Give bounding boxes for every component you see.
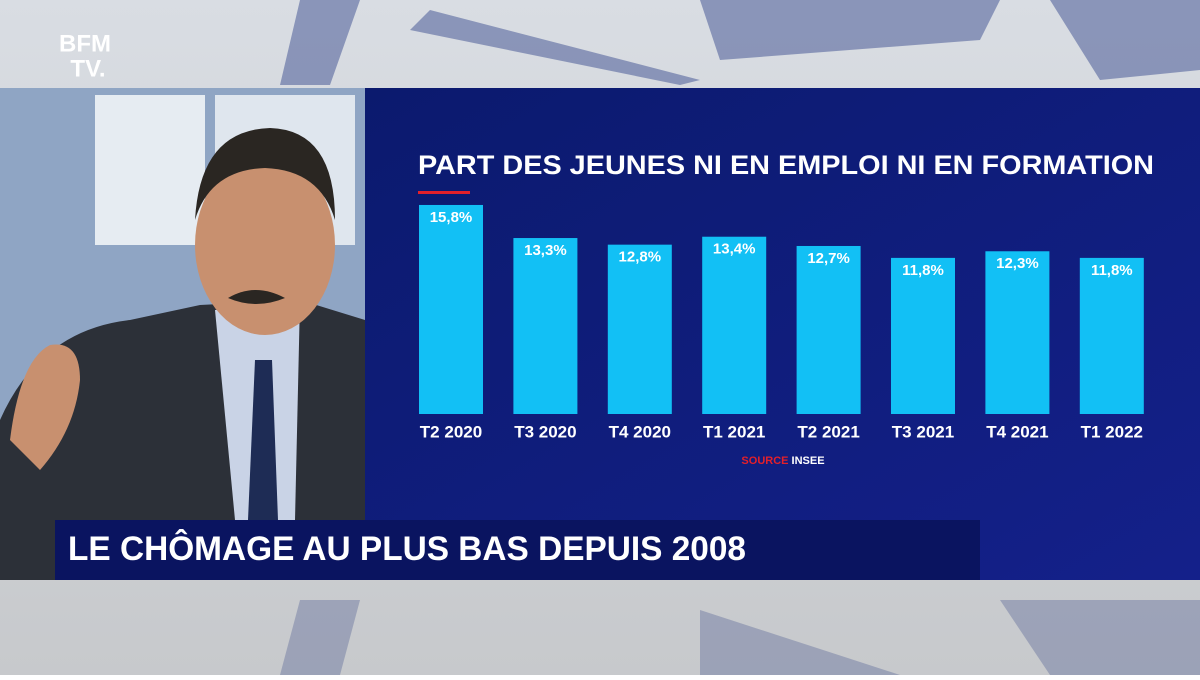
source-label: SOURCE [741,455,788,467]
background-shapes [280,0,1200,85]
value-label: 13,3% [524,242,567,259]
chart-panel [365,88,1200,580]
x-tick-label: T2 2021 [797,422,859,441]
presenter-tie [248,360,278,520]
background-shapes [280,600,1200,675]
bar [513,238,578,414]
title-underline [418,191,470,194]
headline-banner [55,520,980,580]
logo-line: TV. [70,55,105,82]
bar [607,244,672,414]
value-label: 12,7% [807,250,850,267]
headline: LE CHÔMAGE AU PLUS BAS DEPUIS 2008 [68,529,746,568]
value-label: 11,8% [902,262,944,279]
x-tick-label: T3 2020 [514,422,576,441]
source-note: SOURCE INSEE [741,455,824,467]
x-tick-label: T4 2020 [609,422,671,441]
value-label: 12,3% [996,255,1039,272]
source: INSEE [792,455,825,467]
x-tick-label: T4 2021 [986,422,1048,441]
value-label: 12,8% [619,249,662,266]
chart-title: PART DES JEUNES NI EN EMPLOI NI EN FORMA… [418,150,1154,180]
presenter-moustache [228,290,285,304]
x-tick-label: T3 2021 [892,422,954,441]
value-label: 13,4% [713,241,756,258]
bar [891,257,955,414]
bar [985,251,1050,414]
value-label: 11,8% [1091,262,1133,279]
logo-line: BFM [59,30,111,57]
x-tick-label: T2 2020 [420,422,482,441]
presenter-face [195,155,335,335]
bar [1079,257,1144,414]
presenter-hand [10,344,80,470]
studio-window [95,95,205,245]
x-tick-label: T1 2021 [703,422,765,441]
bar [702,236,767,414]
bar [796,245,861,414]
presenter-hair [195,128,335,220]
x-tick-label: T1 2022 [1081,422,1143,441]
value-label: 15,8% [430,209,473,226]
bar [419,204,483,414]
plot: 15,8% T2 2020 13,3% T3 2020 12,8% T4 2020 13,4… [419,204,1144,441]
